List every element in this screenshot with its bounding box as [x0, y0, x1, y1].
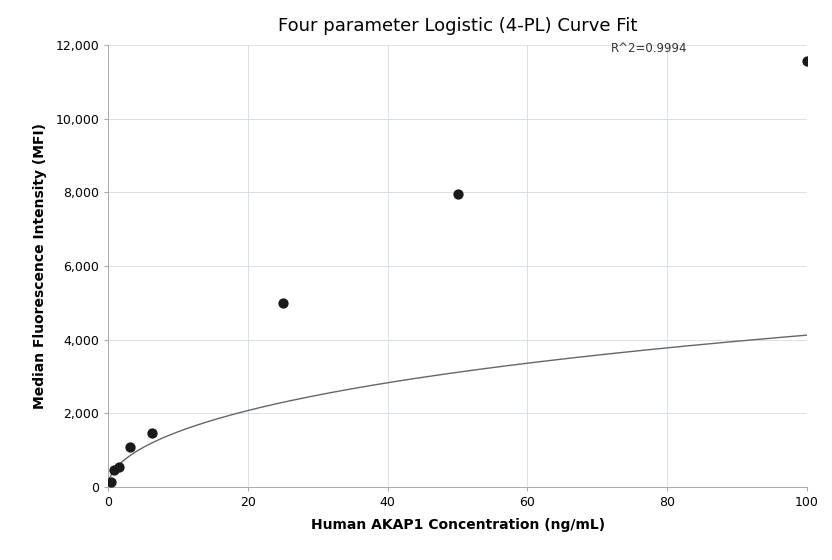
Point	[451, 190, 464, 199]
Point	[146, 428, 159, 437]
Point	[123, 442, 136, 451]
Point	[276, 298, 290, 307]
Text: R^2=0.9994: R^2=0.9994	[612, 42, 688, 55]
Point	[800, 57, 814, 66]
Y-axis label: Median Fluorescence Intensity (MFI): Median Fluorescence Intensity (MFI)	[33, 123, 47, 409]
Point	[112, 462, 126, 471]
Title: Four parameter Logistic (4-PL) Curve Fit: Four parameter Logistic (4-PL) Curve Fit	[278, 17, 637, 35]
Point	[107, 465, 121, 474]
Point	[104, 477, 117, 486]
X-axis label: Human AKAP1 Concentration (ng/mL): Human AKAP1 Concentration (ng/mL)	[310, 517, 605, 531]
